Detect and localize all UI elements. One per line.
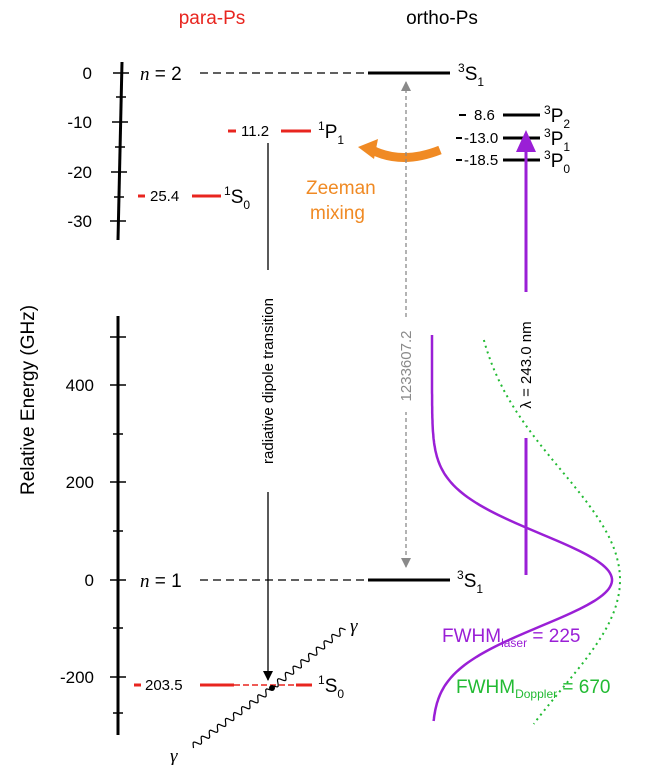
- ortho-3p0-label: 3P0: [544, 148, 570, 176]
- para-1p1-value: 11.2: [241, 123, 269, 140]
- upper-tick-label: -10: [67, 113, 92, 132]
- n2-label: n = 2: [140, 64, 182, 85]
- radiative-label-bg: [260, 270, 276, 492]
- lower-tick-label: 400: [66, 376, 94, 395]
- ortho-3s1-upper-label: 3S1: [458, 61, 484, 89]
- para-1p1-label: 1P1: [318, 119, 344, 147]
- zeeman-label-line1: Zeeman: [306, 178, 376, 199]
- ortho-3p2-label: 3P2: [544, 103, 570, 131]
- ortho-3p1-label: 3P1: [544, 126, 570, 154]
- fwhm-doppler-label: FWHMDoppler = 670: [456, 677, 610, 701]
- para-1s0-upper-value: 25.4: [150, 188, 179, 205]
- upper-tick-label: -30: [67, 212, 92, 231]
- ortho-3p2-value: 8.6: [474, 107, 495, 124]
- doppler-lineshape-curve: [482, 339, 621, 725]
- zeeman-label-line2: mixing: [310, 203, 365, 224]
- laser-arrowhead: [516, 130, 536, 152]
- laser-label: λ = 243.0 nm: [518, 321, 535, 408]
- lower-tick-label: 200: [66, 473, 94, 492]
- annihilation-point: [269, 685, 275, 691]
- laser-label-bg: [517, 292, 535, 438]
- radiative-label: radiative dipole transition: [260, 298, 277, 464]
- lower-tick-label: 0: [85, 571, 94, 590]
- gamma-label-upper: γ: [350, 616, 358, 637]
- para-1s0-lower-value: 203.5: [145, 677, 183, 694]
- n1-label: n = 1: [140, 571, 182, 592]
- ortho-3s1-lower-label: 3S1: [457, 568, 483, 596]
- ortho-header: ortho-Ps: [406, 8, 478, 29]
- ortho-3p1-value: -13.0: [464, 130, 498, 147]
- zeeman-arrowhead: [358, 139, 378, 159]
- y-axis-label: Relative Energy (GHz): [18, 305, 39, 495]
- interval-label: 1233607.2: [398, 331, 415, 402]
- upper-axis: [110, 61, 129, 241]
- gamma-wave-upper: [273, 627, 346, 688]
- upper-tick-label: 0: [83, 64, 92, 83]
- para-1s0-lower-label: 1S0: [318, 673, 344, 701]
- lower-tick-label: -200: [60, 668, 94, 687]
- laser-lineshape-curve: [430, 335, 614, 722]
- ortho-3p0-value: -18.5: [464, 152, 498, 169]
- fwhm-laser-label: FWHMlaser = 225: [442, 626, 580, 650]
- para-1s0-upper-label: 1S0: [224, 184, 250, 212]
- upper-tick-label: -20: [67, 163, 92, 182]
- interval-label-bg: [398, 320, 414, 412]
- gamma-wave-lower: [192, 688, 271, 749]
- lower-axis: [110, 316, 126, 735]
- gamma-label-lower: γ: [170, 746, 178, 765]
- para-header: para-Ps: [179, 8, 246, 29]
